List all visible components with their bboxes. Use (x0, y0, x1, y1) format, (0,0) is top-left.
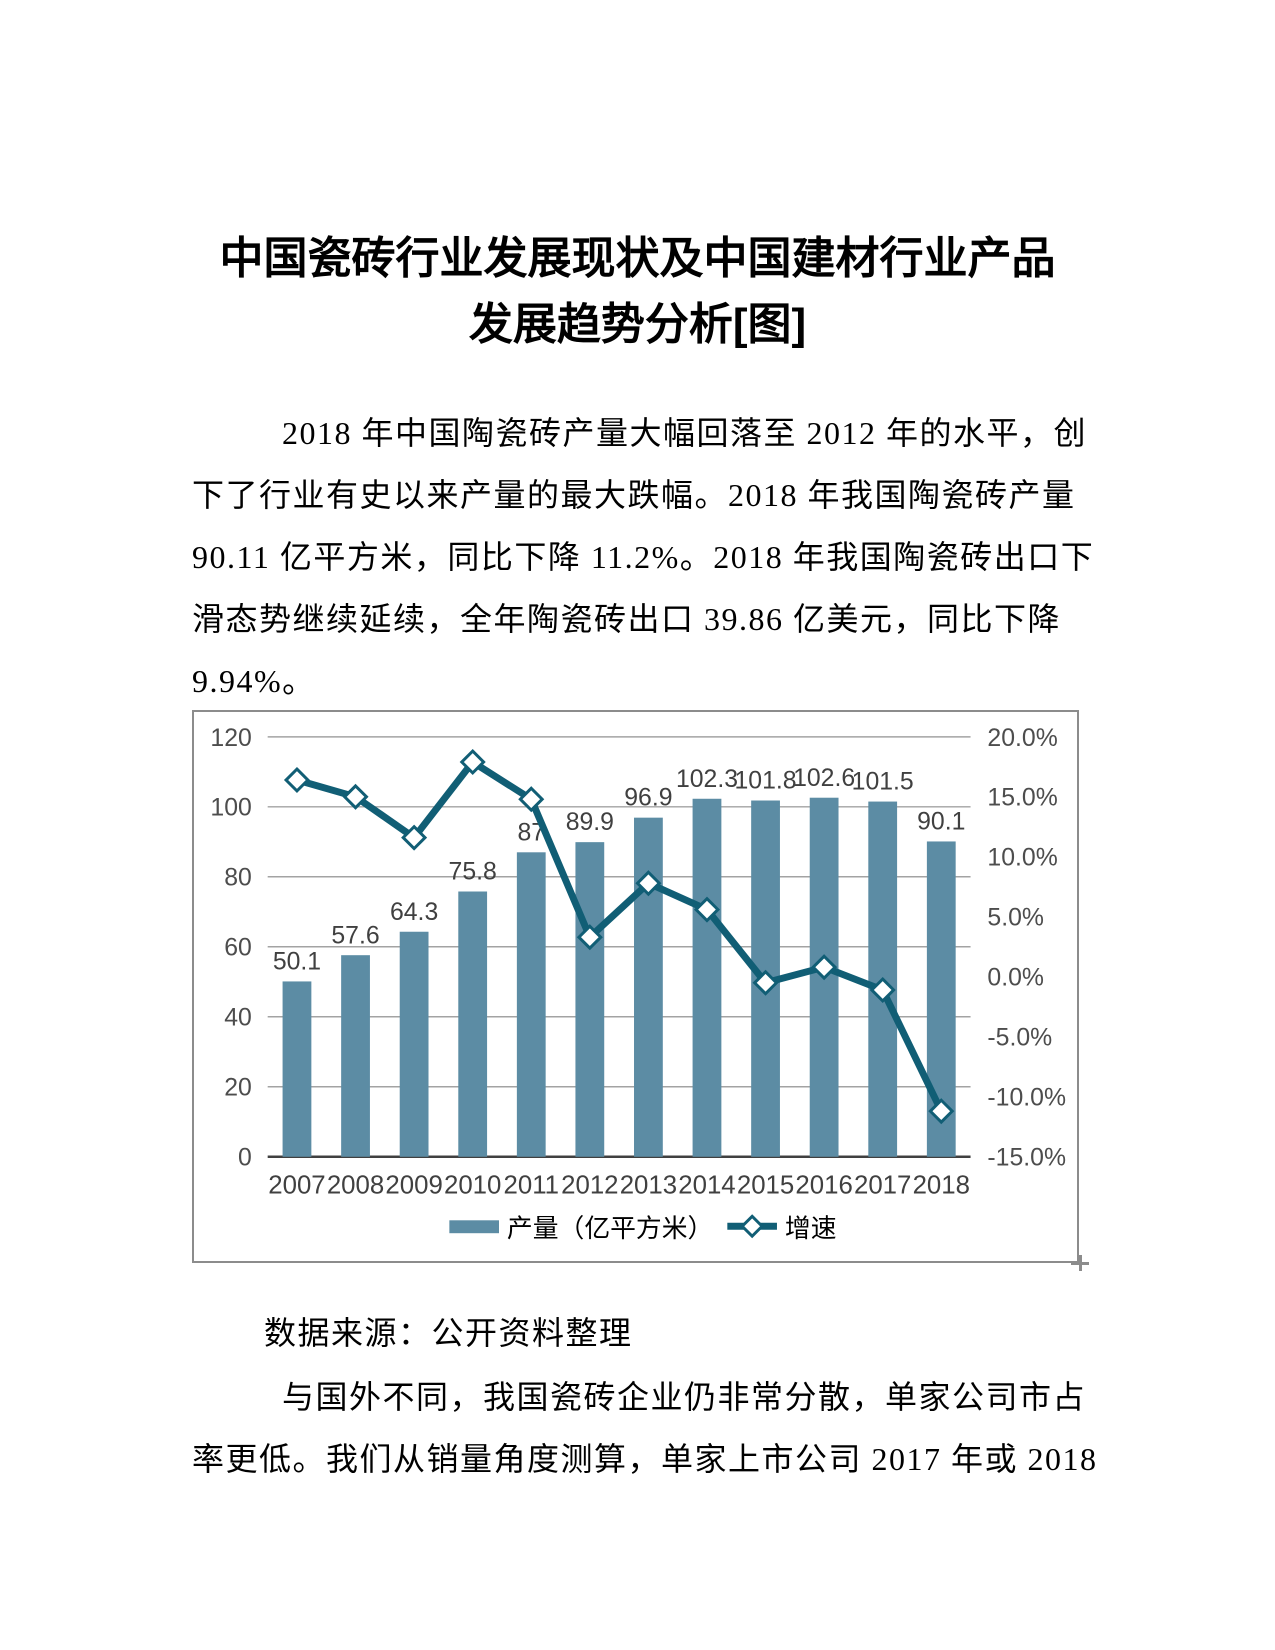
bar-value-label: 96.9 (624, 785, 672, 812)
right-axis-tick: -10.0% (987, 1085, 1066, 1112)
bar-value-label: 64.3 (390, 899, 438, 926)
bar-value-label: 75.8 (449, 859, 497, 886)
x-axis-label: 2014 (678, 1171, 735, 1199)
bar-2008 (341, 955, 370, 1157)
bar-2007 (282, 981, 312, 1157)
right-axis-tick: 0.0% (987, 965, 1044, 992)
text-line: 滑态势继续延续，全年陶瓷砖出口 39.86 亿美元，同比下降 (192, 601, 1062, 637)
growth-line (296, 758, 945, 1113)
bar-2011 (516, 852, 546, 1157)
bar-value-label: 102.6 (793, 765, 855, 792)
diamond-marker (869, 976, 896, 1004)
chart-canvas: 120 100 80 60 40 20 0 20.0% 15.0% 10.0% 5.0% 0.0% -5… (210, 725, 1066, 1243)
x-axis-label: 2018 (913, 1171, 970, 1199)
diamond-marker (635, 870, 662, 897)
production-growth-chart: 120 100 80 60 40 20 0 20.0% 15.0% 10.0% 5.0% 0.0% -5… (192, 710, 1079, 1263)
bar-value-label: 57.6 (331, 922, 379, 949)
legend-line-marker (740, 1214, 765, 1239)
page-title: 中国瓷砖行业发展现状及中国建材行业产品 发展趋势分析[图] (192, 226, 1083, 358)
diamond-marker (283, 766, 310, 794)
x-axis-label: 2010 (444, 1171, 501, 1199)
bar-value-label: 102.3 (676, 766, 738, 793)
paragraph-2: 与国外不同，我国瓷砖企业仍非常分散，单家公司市占率更低。我们从销量角度测算，单家… (192, 1366, 1098, 1490)
left-axis-tick: 80 (224, 865, 252, 892)
diamond-marker (401, 824, 428, 851)
right-axis-tick: 10.0% (987, 845, 1057, 872)
data-source-note: 数据来源：公开资料整理 (192, 1302, 1087, 1364)
x-axis-label: 2017 (854, 1171, 911, 1199)
resize-handle-icon (1071, 1255, 1089, 1271)
legend-line-label: 增速 (785, 1214, 837, 1243)
text-line: 数据来源：公开资料整理 (264, 1315, 633, 1351)
left-axis-tick: 20 (224, 1075, 252, 1102)
legend-bar-label: 产量（亿平方米） (507, 1214, 713, 1243)
right-axis-tick: -5.0% (987, 1025, 1052, 1052)
diamond-marker (811, 954, 838, 981)
bar-value-label: 89.9 (566, 809, 614, 836)
diamond-marker (752, 969, 779, 996)
x-axis-label: 2016 (795, 1171, 852, 1199)
text-line: 率更低。我们从销量角度测算，单家上市公司 2017 年或 2018 (192, 1441, 1098, 1477)
bar-value-label: 101.8 (735, 768, 797, 795)
diamond-marker (459, 748, 486, 776)
x-axis-label: 2011 (504, 1171, 559, 1199)
bar-2009 (399, 931, 429, 1157)
diamond-marker (518, 786, 545, 813)
left-axis-tick: 0 (238, 1145, 252, 1172)
text-line: 9.94%。 (192, 663, 316, 699)
text-line: 下了行业有史以来产量的最大跌幅。2018 年我国陶瓷砖产量 (192, 477, 1076, 513)
page-title-line1: 中国瓷砖行业发展现状及中国建材行业产品 (219, 234, 1056, 284)
text-line: 2018 年中国陶瓷砖产量大幅回落至 2012 年的水平，创 (282, 415, 1088, 451)
diamond-marker (928, 1098, 955, 1125)
legend-bar-swatch (449, 1220, 499, 1234)
left-axis-tick: 60 (224, 935, 252, 962)
bar-value-label: 101.5 (852, 769, 914, 796)
bar-2014 (692, 798, 722, 1157)
x-axis-label: 2015 (737, 1171, 794, 1199)
diamond-marker (693, 896, 721, 923)
x-axis-label: 2008 (327, 1171, 384, 1199)
bar-2012 (575, 842, 605, 1157)
bar-value-label: 50.1 (273, 949, 321, 976)
text-line: 90.11 亿平方米，同比下降 11.2%。2018 年我国陶瓷砖出口下 (192, 539, 1095, 575)
bar-value-label: 90.1 (917, 809, 965, 836)
paragraph-1: 2018 年中国陶瓷砖产量大幅回落至 2012 年的水平，创下了行业有史以来产量… (192, 402, 1095, 712)
right-axis-tick: 5.0% (987, 905, 1044, 932)
diamond-marker (576, 924, 603, 951)
bar-2013 (634, 817, 663, 1157)
x-axis-label: 2012 (561, 1171, 618, 1199)
right-axis-tick: 15.0% (987, 785, 1057, 812)
diamond-marker (342, 783, 369, 810)
page-title-line2: 发展趋势分析[图] (468, 300, 807, 350)
text-line: 与国外不同，我国瓷砖企业仍非常分散，单家公司市占 (282, 1379, 1087, 1415)
left-axis-tick: 40 (224, 1005, 252, 1032)
left-axis-tick: 100 (210, 795, 251, 822)
x-axis-label: 2007 (268, 1171, 325, 1199)
x-axis-label: 2009 (385, 1171, 442, 1199)
right-axis-tick: -15.0% (987, 1145, 1066, 1172)
bar-2010 (458, 891, 488, 1157)
left-axis-tick: 120 (210, 725, 251, 752)
right-axis-tick: 20.0% (987, 725, 1057, 752)
x-axis-label: 2013 (620, 1171, 677, 1199)
